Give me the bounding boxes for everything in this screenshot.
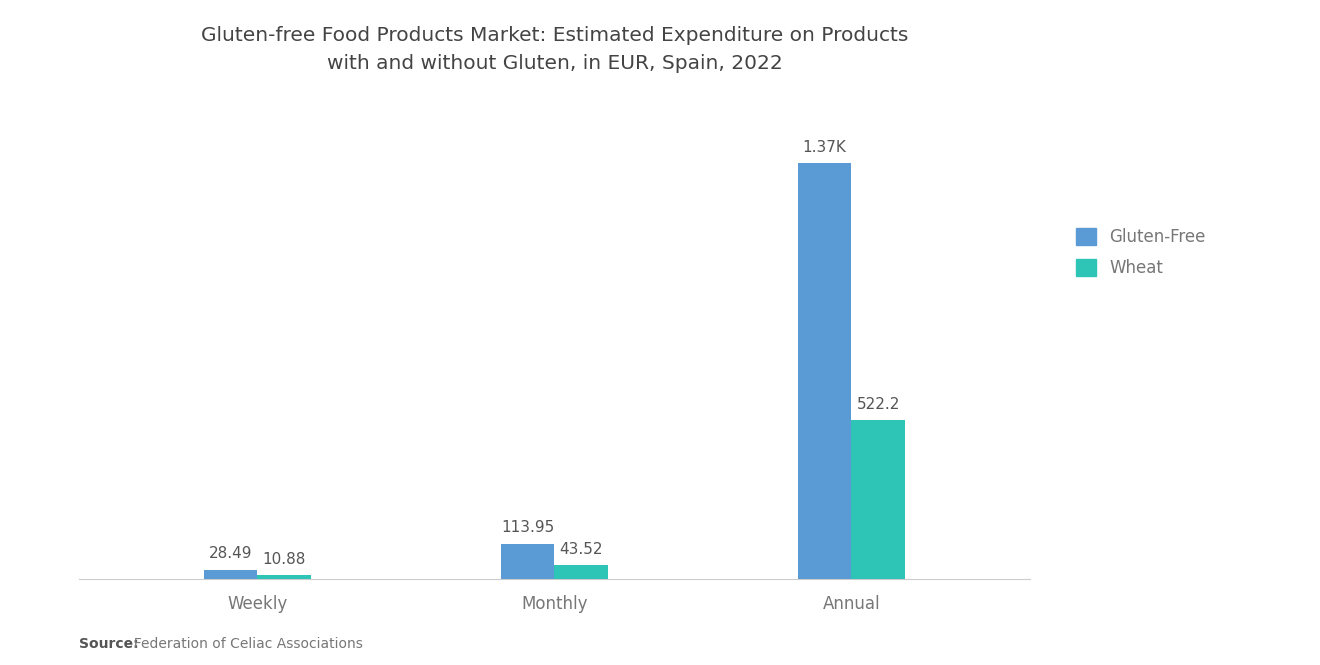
Title: Gluten-free Food Products Market: Estimated Expenditure on Products
with and wit: Gluten-free Food Products Market: Estima… [201,26,908,73]
Bar [205,570,257,579]
Text: Federation of Celiac Associations: Federation of Celiac Associations [125,637,363,652]
Legend: Gluten-Free, Wheat: Gluten-Free, Wheat [1076,228,1205,277]
Text: 10.88: 10.88 [263,552,306,567]
Bar [797,164,851,579]
Text: 522.2: 522.2 [857,397,900,412]
Text: 1.37K: 1.37K [803,140,846,155]
Text: 113.95: 113.95 [502,521,554,535]
Bar [554,565,609,579]
Bar [502,544,554,579]
Text: Source:: Source: [79,637,139,652]
Text: 28.49: 28.49 [209,547,252,561]
Bar [257,575,312,579]
Text: 43.52: 43.52 [560,542,603,557]
Bar [851,420,904,579]
